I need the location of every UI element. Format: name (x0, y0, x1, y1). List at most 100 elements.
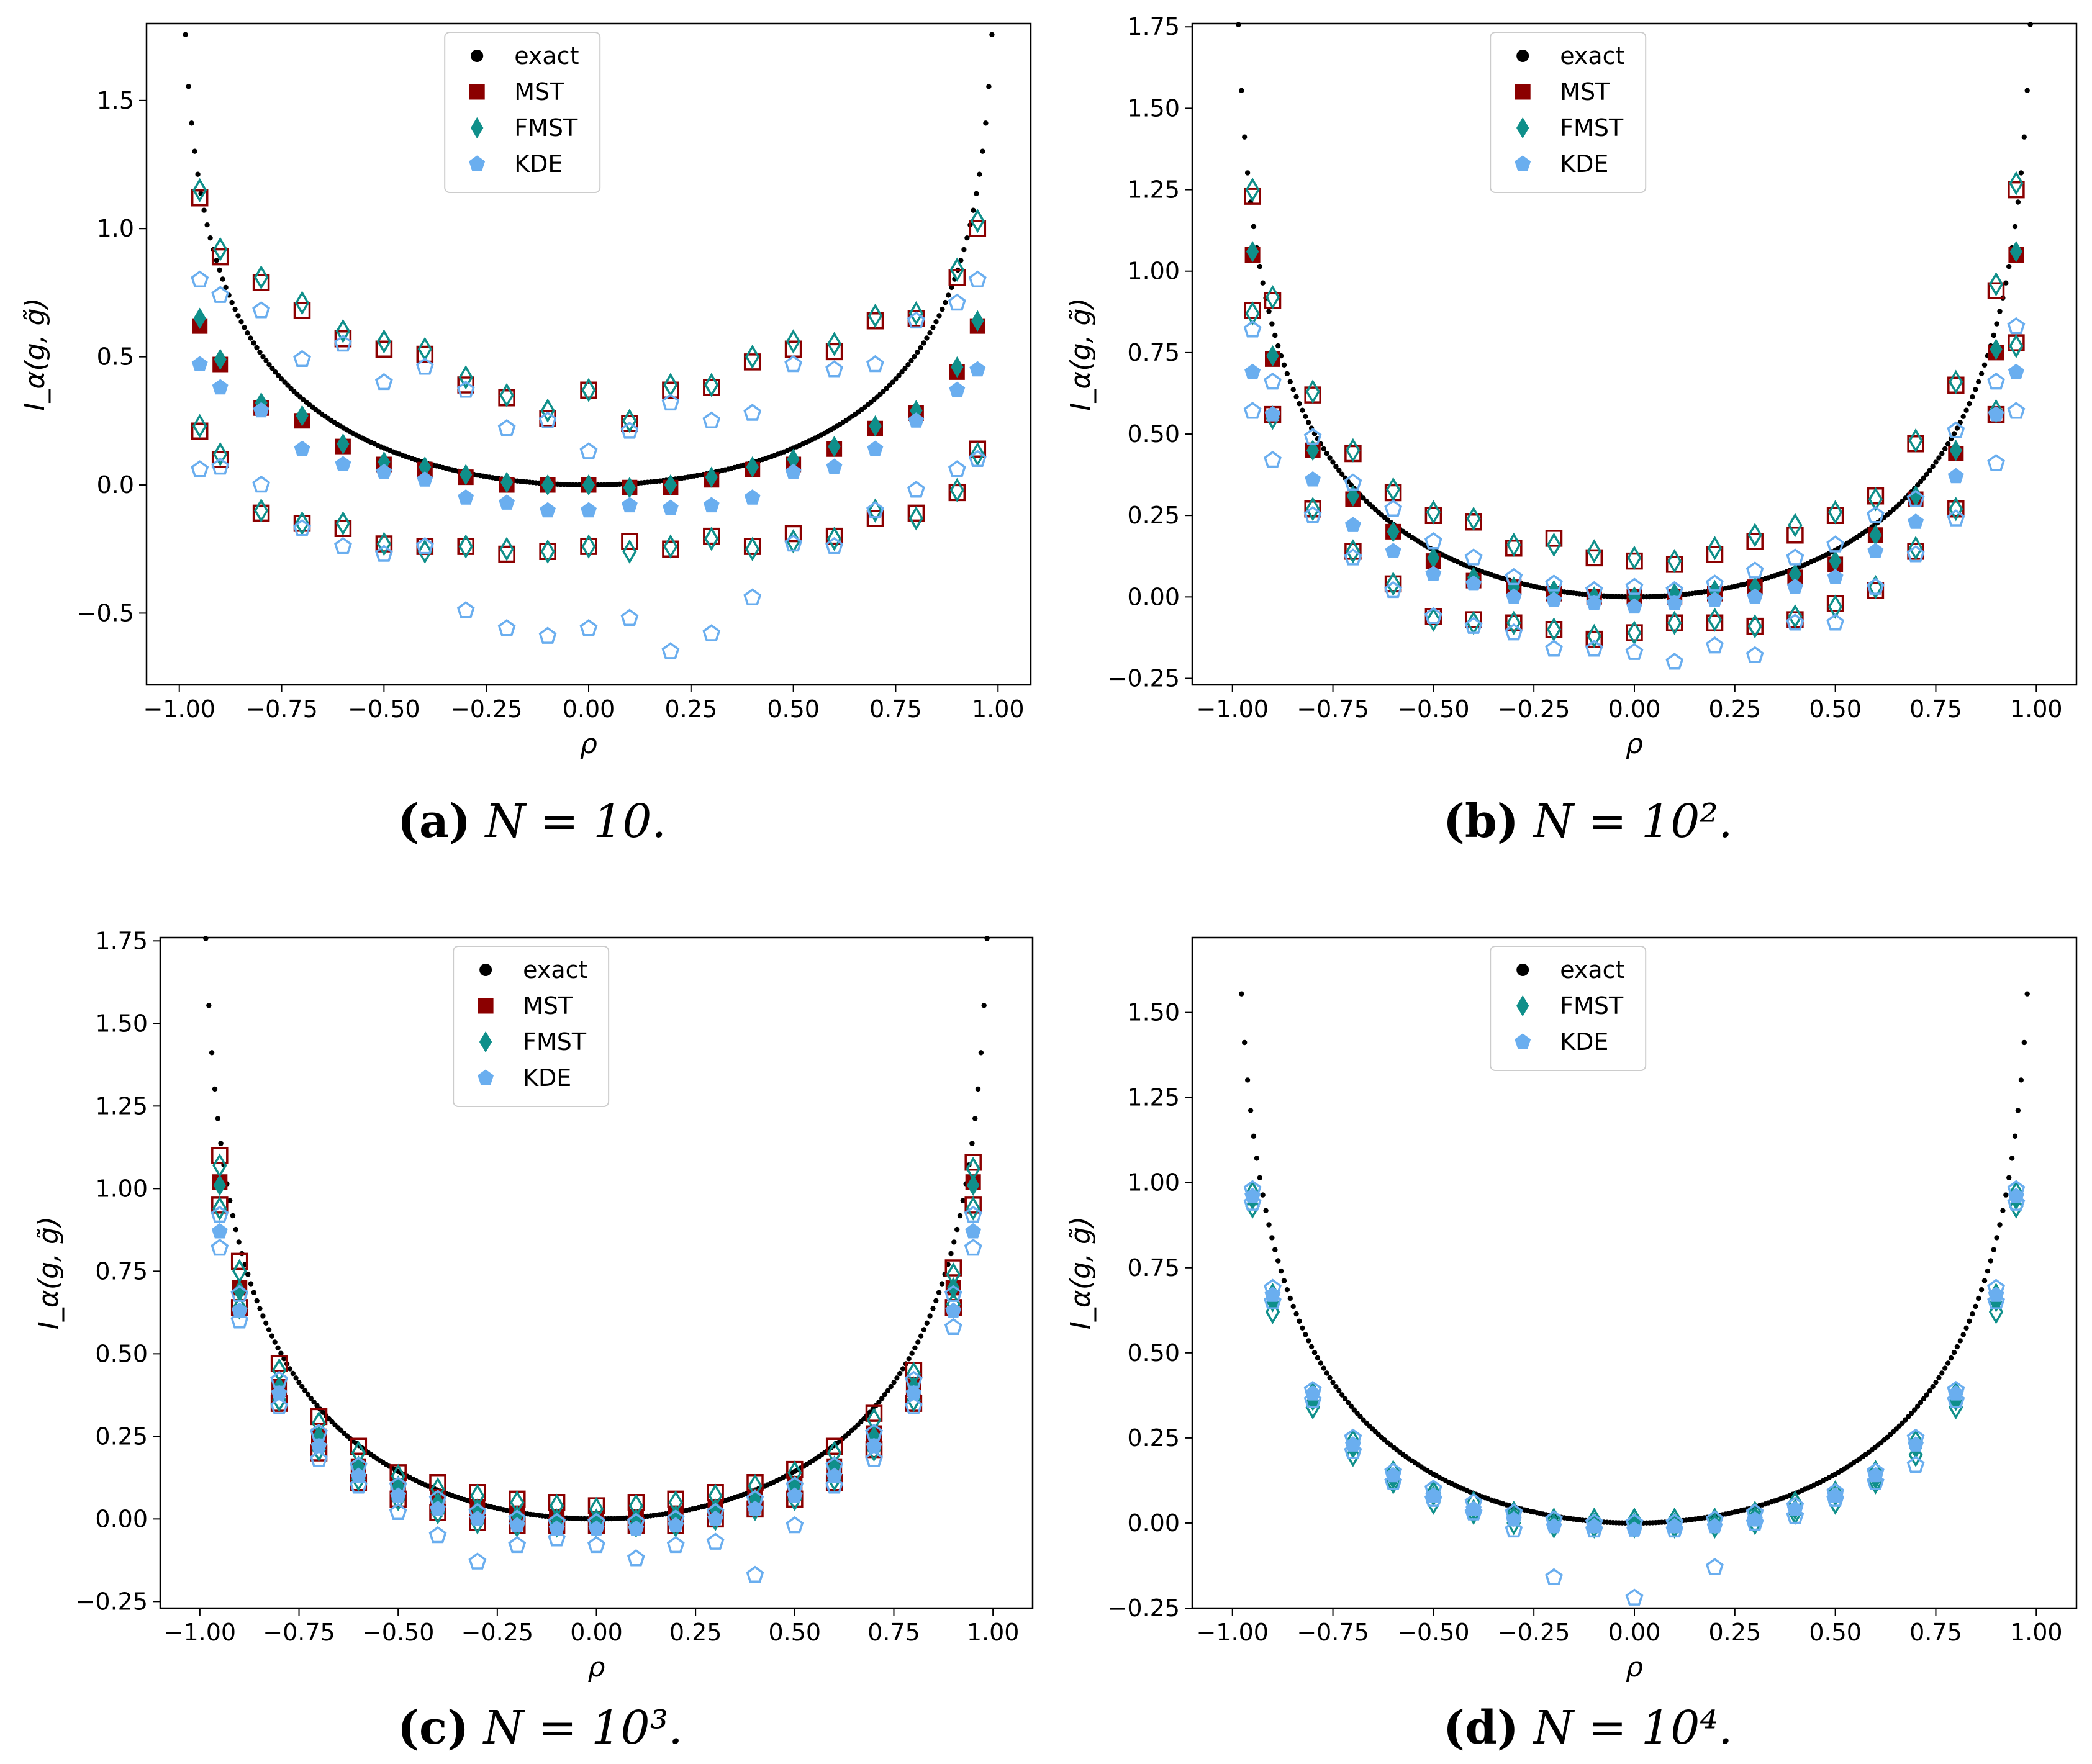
exact-point-d (1272, 1247, 1278, 1252)
x-tick-label-c: 0.00 (570, 1619, 623, 1646)
kde-lower-point-b (1303, 506, 1322, 523)
y-tick-label-a: 0.5 (97, 343, 134, 371)
fmst-mean-point-a (869, 415, 882, 437)
chart-panel-c: −1.00 −0.75 −0.50 −0.25 0.00 0.25 0.50 0.75 1.00… (0, 882, 1046, 1764)
fmst-lower-point-b (1667, 610, 1682, 635)
x-tick-label-d: 0.50 (1809, 1619, 1862, 1646)
kde-upper-point-b (1746, 561, 1764, 579)
x-tick-label-a: −0.50 (348, 695, 420, 723)
y-tick-label-c: 1.25 (95, 1092, 148, 1119)
exact-point-a (908, 358, 914, 363)
fmst-lower-point-b (1546, 617, 1562, 642)
mst-upper-point-c (944, 1259, 962, 1277)
kde-upper-point-b (1625, 577, 1644, 595)
kde-mean-point-b (1344, 517, 1361, 532)
mst-upper-point-b (1867, 487, 1885, 505)
legend-label-kde-c: KDE (523, 1064, 571, 1092)
kde-upper-point-a (968, 270, 987, 288)
legend-label-kde-b: KDE (1560, 150, 1608, 178)
legend-label-fmst-b: FMST (1560, 114, 1624, 142)
legend-marker-exact-b (1516, 50, 1529, 62)
mst-upper-point-a (662, 381, 679, 399)
fmst-mean-point-c (967, 1174, 980, 1196)
exact-point-b (1290, 387, 1296, 392)
exact-point-b (1924, 471, 1929, 477)
chart-c-svg: −1.00 −0.75 −0.50 −0.25 0.00 0.25 0.50 0.75 1.00… (33, 927, 1034, 1683)
exact-point-d (1315, 1355, 1321, 1361)
exact-point-c (209, 1050, 215, 1056)
data-group-b (1236, 22, 2033, 670)
mst-lower-point-a (621, 533, 638, 550)
data-group-d (1239, 991, 2030, 1606)
legend-label-kde-d: KDE (1560, 1028, 1608, 1056)
exact-point-b (2006, 263, 2012, 269)
x-tick-label-d: 1.00 (2010, 1619, 2063, 1646)
exact-point-d (1918, 1400, 1924, 1406)
exact-point-d (1269, 1235, 1275, 1241)
exact-point-d (1988, 1258, 1993, 1264)
legend-marker-kde-b (1515, 155, 1531, 171)
kde-lower-point-c (786, 1516, 804, 1534)
exact-point-c (888, 1383, 894, 1390)
fmst-upper-point-b (1908, 428, 1923, 453)
kde-mean-point-a (191, 356, 208, 371)
kde-lower-point-a (743, 588, 762, 605)
exact-point-d (1967, 1318, 1972, 1324)
y-tick-label-d: 1.50 (1127, 999, 1180, 1026)
x-tick-label-a: 0.00 (563, 695, 615, 723)
caption-b-letter: (b) (1443, 795, 1519, 848)
fmst-lower-point-b (1788, 604, 1803, 629)
kde-mean-point-b (2008, 363, 2024, 379)
x-tick-label-a: 0.50 (767, 695, 820, 723)
exact-point-b (1324, 451, 1329, 456)
kde-lower-point-a (907, 481, 925, 498)
x-tick-label-b: 0.75 (1909, 695, 1962, 723)
mst-upper-point-a (293, 302, 311, 320)
fmst-upper-point-b (1385, 477, 1401, 502)
kde-upper-point-a (252, 301, 271, 319)
exact-point-b (1260, 280, 1266, 286)
kde-mean-point-a (253, 402, 269, 418)
fmst-mean-point-b (1990, 338, 2003, 360)
kde-lower-point-c (746, 1565, 764, 1583)
exact-point-c (921, 1327, 927, 1332)
exact-point-c (296, 1380, 302, 1385)
exact-point-b (1939, 451, 1945, 456)
exact-point-b (1275, 343, 1281, 349)
exact-point-d (1336, 1388, 1342, 1394)
exact-point-b (1293, 394, 1299, 400)
legend-marker-fmst-a (471, 117, 484, 139)
fmst-lower-point-a (745, 536, 760, 561)
legend-marker-exact-c (479, 964, 492, 976)
fmst-upper-point-a (458, 365, 473, 390)
fmst-mean-point-b (1246, 241, 1259, 263)
x-tick-label-b: −0.25 (1498, 695, 1570, 723)
exact-point-a (207, 235, 213, 241)
fmst-mean-point-b (1949, 440, 1962, 461)
exact-point-a (248, 335, 253, 341)
kde-lower-point-d (1303, 1391, 1322, 1408)
fmst-mean-point-a (337, 433, 350, 455)
exact-point-c (984, 936, 990, 941)
kde-lower-point-c (865, 1450, 883, 1467)
exact-point-b (1257, 263, 1262, 269)
fmst-upper-point-b (1245, 177, 1260, 202)
mst-upper-point-c (270, 1355, 288, 1373)
exact-point-d (1963, 1325, 1969, 1331)
mst-lower-point-b (1826, 595, 1844, 612)
exact-point-c (936, 1290, 942, 1295)
kde-mean-point-d (1988, 1286, 2004, 1302)
fmst-lower-point-b (2009, 333, 2024, 359)
chart-panel-a: −1.00 −0.75 −0.50 −0.25 0.00 0.25 0.50 0.75 1.00… (0, 0, 1046, 882)
kde-lower-point-b (2007, 402, 2026, 419)
y-tick-label-b: 0.75 (1127, 339, 1180, 366)
mst-upper-point-c (548, 1494, 566, 1511)
legend-marker-fmst-b (1516, 117, 1529, 139)
exact-point-b (2021, 134, 2027, 140)
chart-panel-d: −1.00 −0.75 −0.50 −0.25 0.00 0.25 0.50 0.75 1.00… (1046, 882, 2092, 1764)
kde-mean-point-a (662, 499, 679, 515)
kde-upper-point-b (1424, 532, 1442, 550)
exact-point-a (961, 247, 967, 253)
kde-lower-point-a (538, 626, 557, 644)
mst-upper-point-c (230, 1252, 248, 1270)
